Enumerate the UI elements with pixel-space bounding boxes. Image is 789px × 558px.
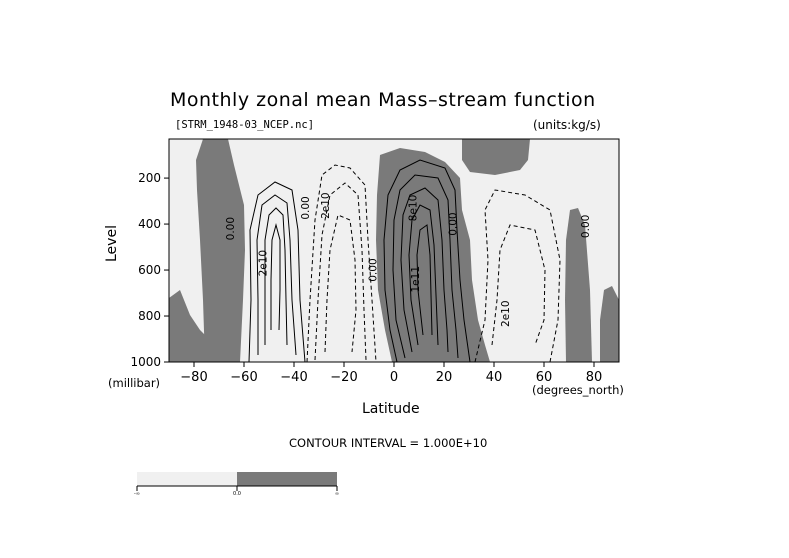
contour-lines [248,159,561,363]
legend-tick-label: 0.0 [233,491,241,497]
contour-label: 0.00 [580,215,592,238]
contour-hadley-4 [408,204,439,346]
legend-swatch-positive [237,472,337,486]
contour-label: 0.00 [448,212,460,235]
contour-southern-4 [270,223,281,331]
x-tick-label: −60 [230,370,257,385]
contour-label: 1e11 [410,266,422,293]
positive-region-polar-north [600,286,619,362]
positive-region-southern-cell [196,139,245,362]
x-axis-ticks: −80 −60 −40 −20 0 20 40 60 80 [180,362,602,385]
contour-label: 2e10 [320,192,332,219]
y-tick-label: 800 [138,309,161,323]
contour-hadley-5 [416,224,433,336]
positive-region-northern-top [462,139,530,175]
file-label: [STRM_1948-03_NCEP.nc] [175,119,315,131]
chart-title: Monthly zonal mean Mass–stream function [170,89,596,111]
units-label: (units:kg/s) [533,118,601,132]
y-tick-label: 400 [138,217,161,231]
contour-label: 2e10 [500,300,512,327]
y-axis-ticks: 200 400 600 800 1000 [130,171,169,369]
contour-negative-south-1 [306,164,377,363]
x-tick-label: 60 [536,370,553,385]
contour-hadley-3 [400,187,449,353]
legend-tick-label: ∞ [335,491,339,497]
legend-swatch-negative [137,472,237,486]
contour-southern-3 [264,207,288,346]
y-unit-label: (millibar) [108,376,161,390]
contour-interval-text: CONTOUR INTERVAL = 1.000E+10 [289,436,488,450]
contour-label: 0.00 [300,196,312,219]
y-tick-label: 1000 [130,355,161,369]
contour-label: 0.00 [368,258,380,281]
contour-negative-south-3 [324,214,357,353]
positive-region-polar-south [169,290,228,362]
contour-southern-1 [248,181,306,363]
x-tick-label: −40 [280,370,307,385]
x-axis-label: Latitude [362,401,420,417]
x-tick-label: 40 [486,370,503,385]
contour-negative-north-1 [474,189,561,363]
x-tick-label: 0 [390,370,398,385]
negative-contours [306,164,561,363]
x-tick-label: 80 [586,370,603,385]
y-tick-label: 600 [138,263,161,277]
x-tick-label: 20 [436,370,453,385]
contour-label: 0.00 [225,217,237,240]
x-tick-label: −20 [330,370,357,385]
contour-hadley-2 [392,174,459,359]
contour-southern-2 [256,194,297,356]
positive-region-hadley-cell [376,148,490,362]
positive-fill-regions [169,139,619,362]
x-tick-label: −80 [180,370,207,385]
y-tick-label: 200 [138,171,161,185]
contour-labels: 0.00 2e10 0.00 2e10 0.00 1e11 8e10 0.00 2e10 0.00 [225,192,592,327]
shading-legend: -∞ 0.0 ∞ [134,472,339,497]
contour-label: 2e10 [258,250,270,277]
contour-negative-north-2 [491,224,546,346]
positive-region-northern-column [565,208,592,362]
contour-label: 8e10 [408,195,420,222]
contour-negative-south-2 [314,182,367,361]
legend-tick-label: -∞ [134,491,140,497]
contour-hadley-1 [383,159,471,363]
x-unit-label: (degrees_north) [532,383,624,397]
